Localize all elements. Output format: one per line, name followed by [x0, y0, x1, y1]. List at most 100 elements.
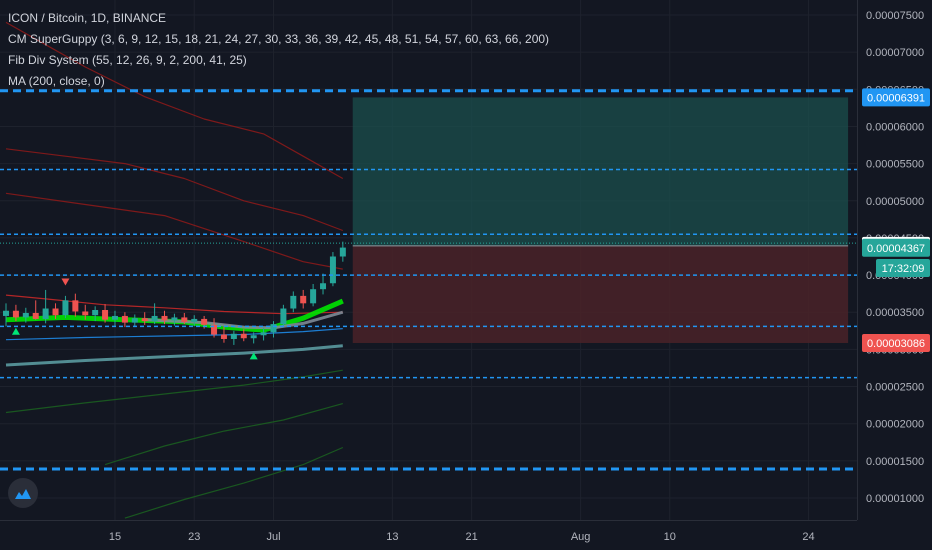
- price-tick-1: 0.00007000: [866, 47, 924, 59]
- time-tick-2: Jul: [266, 531, 280, 543]
- candle-9: [92, 306, 99, 322]
- price-tick-5: 0.00005000: [866, 196, 924, 208]
- candle-body-8: [82, 311, 89, 316]
- time-tick-3: 13: [386, 531, 398, 543]
- indicator-line-6: [5, 328, 343, 341]
- candle-body-14: [141, 318, 148, 322]
- candle-body-2: [22, 312, 29, 318]
- position-tool[interactable]: [352, 97, 849, 343]
- candle-body-1: [12, 310, 19, 318]
- candle-body-20: [201, 318, 208, 325]
- time-axis[interactable]: 15 23 Jul 13 21 Aug 10 24: [109, 531, 815, 543]
- candle-body-28: [280, 308, 287, 325]
- horizontal-levels[interactable]: [0, 89, 857, 471]
- candle-body-31: [310, 289, 317, 304]
- price-label-bg-4: [862, 333, 930, 352]
- price-label-2: 0.00004367: [862, 238, 930, 257]
- candle-10: [102, 304, 109, 323]
- candle-body-13: [131, 318, 138, 323]
- time-tick-6: 10: [664, 531, 676, 543]
- indicator-ma[interactable]: MA (200, close, 0): [8, 74, 105, 88]
- time-tick-4: 21: [466, 531, 478, 543]
- candle-body-18: [181, 317, 188, 322]
- price-label-bg-3: [876, 259, 930, 278]
- candle-body-7: [72, 300, 79, 312]
- candle-32: [320, 273, 327, 295]
- candle-2: [22, 307, 29, 323]
- price-label-text-4: 0.00003086: [867, 338, 925, 350]
- signal-markers: [11, 278, 258, 360]
- candle-31: [310, 283, 317, 307]
- price-label-text-0: 0.00006391: [867, 92, 925, 104]
- price-tick-11: 0.00002000: [866, 419, 924, 431]
- candle-5: [52, 303, 59, 319]
- candle-22: [220, 326, 227, 343]
- candle-0: [3, 303, 9, 327]
- price-tick-8: 0.00003500: [866, 307, 924, 319]
- time-tick-7: 24: [802, 531, 814, 543]
- candle-body-4: [42, 308, 49, 319]
- price-tick-4: 0.00005500: [866, 159, 924, 171]
- price-label-bg-0: [862, 88, 930, 107]
- candle-3: [32, 300, 39, 320]
- candle-13: [131, 314, 138, 328]
- candle-25: [250, 332, 257, 344]
- candle-8: [82, 304, 89, 320]
- marker-2: [249, 352, 258, 360]
- candle-body-12: [121, 315, 128, 323]
- profit-zone: [352, 97, 849, 246]
- candle-body-21: [211, 324, 218, 335]
- indicator-line-2: [5, 192, 343, 270]
- price-label-text-3: 17:32:09: [882, 263, 925, 275]
- candle-12: [121, 312, 128, 328]
- indicator-fib-div[interactable]: Fib Div System (55, 12, 26, 9, 2, 200, 4…: [8, 53, 247, 67]
- candle-body-19: [191, 318, 198, 322]
- candle-6: [62, 295, 69, 319]
- candle-body-23: [230, 333, 237, 339]
- candle-26: [260, 327, 267, 341]
- price-axis-labels: 0.000063910.000043930.0000436717:32:090.…: [862, 88, 930, 352]
- candle-body-24: [240, 333, 247, 339]
- price-label-bg-2: [862, 238, 930, 257]
- indicator-line-8: [5, 369, 343, 414]
- candle-body-5: [52, 308, 59, 316]
- candle-1: [12, 304, 19, 322]
- candle-body-27: [270, 324, 277, 333]
- indicator-line-10: [124, 446, 344, 519]
- indicator-superguppy[interactable]: CM SuperGuppy (3, 6, 9, 12, 15, 18, 21, …: [8, 32, 550, 46]
- symbol-title[interactable]: ICON / Bitcoin, 1D, BINANCE: [8, 11, 167, 25]
- candle-body-6: [62, 300, 69, 316]
- marker-0: [61, 278, 70, 286]
- price-tick-0: 0.00007500: [866, 10, 924, 22]
- candles[interactable]: [3, 241, 346, 345]
- time-tick-0: 15: [109, 531, 121, 543]
- candle-body-17: [171, 317, 178, 321]
- price-tick-13: 0.00001000: [866, 493, 924, 505]
- tradingview-logo[interactable]: [8, 478, 38, 508]
- loss-zone: [352, 245, 849, 343]
- candle-11: [111, 310, 118, 327]
- candle-body-10: [102, 310, 109, 320]
- candle-21: [211, 318, 218, 338]
- price-tick-10: 0.00002500: [866, 382, 924, 394]
- candle-body-25: [250, 335, 257, 339]
- candle-34: [339, 241, 346, 262]
- marker-1: [11, 327, 20, 335]
- candle-body-11: [111, 315, 118, 320]
- candle-16: [161, 310, 168, 325]
- candle-33: [329, 252, 336, 287]
- candle-28: [280, 304, 287, 328]
- candle-4: [42, 289, 49, 324]
- candle-body-29: [290, 295, 297, 309]
- candle-body-30: [300, 295, 307, 304]
- candle-24: [240, 329, 247, 342]
- price-label-0: 0.00006391: [862, 88, 930, 107]
- candle-body-26: [260, 332, 267, 336]
- candle-7: [72, 293, 79, 317]
- candle-18: [181, 312, 188, 325]
- candle-body-15: [151, 315, 158, 322]
- candle-23: [230, 330, 237, 345]
- price-label-4: 0.00003086: [862, 333, 930, 352]
- time-tick-5: Aug: [571, 531, 591, 543]
